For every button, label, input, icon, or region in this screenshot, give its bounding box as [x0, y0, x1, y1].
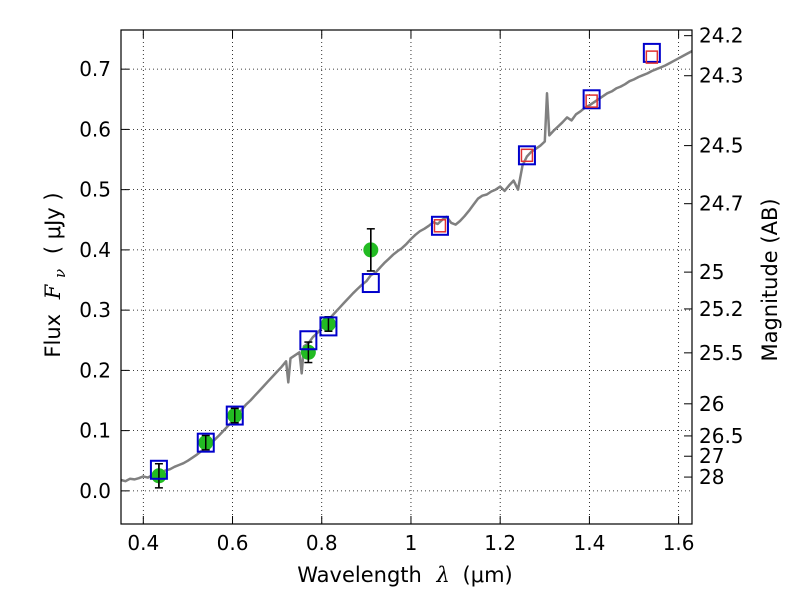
y2-axis-title: Magnitude (AB)	[758, 198, 782, 361]
y2-tick-label: 27	[699, 444, 724, 468]
y2-tick-label: 28	[699, 465, 724, 489]
markers	[149, 42, 661, 489]
red-square-marker	[433, 219, 447, 233]
red-square-marker	[520, 148, 534, 163]
spectrum-line	[120, 49, 693, 483]
x-axis-title: Wavelength	[297, 563, 422, 587]
y2-tick-label: 26.5	[699, 424, 744, 448]
y-tick-label: 0.7	[79, 57, 111, 81]
x-tick-label: 0.8	[306, 531, 338, 555]
y-axis-title: Flux	[41, 314, 65, 358]
blue-square-marker	[225, 405, 244, 426]
x-tick-label: 0.6	[217, 531, 249, 555]
y2-axis-label: Magnitude (AB)	[758, 198, 782, 361]
y2-tick-label: 24.7	[699, 192, 744, 216]
y-tick-label: 0.1	[79, 419, 111, 443]
y2-tick-label: 25.5	[699, 341, 744, 365]
blue-square-marker	[582, 89, 601, 110]
blue-square-marker	[361, 273, 380, 294]
y-axis-unit: ( μJy )	[41, 192, 65, 254]
x-axis-label: Wavelength λ (μm)	[297, 563, 512, 587]
red-square-marker	[645, 50, 659, 64]
x-tick-label: 1.4	[573, 531, 605, 555]
y2-tick-label: 24.5	[699, 134, 744, 158]
blue-square-marker	[319, 316, 338, 337]
y-tick-label: 0.2	[79, 358, 111, 382]
x-axis-symbol: λ	[436, 563, 450, 587]
x-tick-label: 1.2	[484, 531, 516, 555]
y-tick-label: 0.4	[79, 238, 111, 262]
blue-square-marker	[642, 42, 661, 63]
blue-square-marker	[196, 432, 215, 453]
axes: 0.4 0.6 0.8 1 1.2 1.4 1.6 0.0 0.1 0.2 0.3 0.4 0.5 0.6…	[79, 24, 743, 555]
y2-tick-label: 26	[699, 392, 724, 416]
y-tick-label: 0.5	[79, 178, 111, 202]
y2-tick-label: 24.3	[699, 64, 744, 88]
y-tick-label: 0.6	[79, 117, 111, 141]
y-axis-subscript: ν	[51, 269, 69, 278]
y-tick-label: 0.3	[79, 298, 111, 322]
y-tick-label: 0.0	[79, 479, 111, 503]
plot-frame	[120, 29, 693, 525]
y2-tick-label: 25	[699, 260, 724, 284]
y2-tick-label: 25.2	[699, 297, 744, 321]
red-square-marker	[585, 94, 598, 108]
x-axis-unit: (μm)	[463, 563, 513, 587]
spectrum-series	[120, 49, 693, 483]
blue-square-marker	[517, 145, 536, 166]
x-tick-label: 0.4	[127, 531, 159, 555]
x-tick-label: 1.6	[663, 531, 695, 555]
blue-square-marker	[149, 459, 168, 480]
x-tick-label: 1	[405, 531, 418, 555]
y2-tick-label: 24.2	[699, 24, 744, 48]
svg-text:Flux F ν ( μ: Flux F ν ( μJy )	[41, 192, 70, 357]
y-axis-symbol: F	[41, 283, 65, 300]
blue-square-marker	[299, 330, 318, 351]
blue-square-marker	[430, 215, 449, 236]
y-axis-label: Flux F ν ( μJy )	[41, 192, 70, 357]
svg-text:Wavelength λ (μm): Wavelength λ (μm)	[297, 563, 512, 587]
